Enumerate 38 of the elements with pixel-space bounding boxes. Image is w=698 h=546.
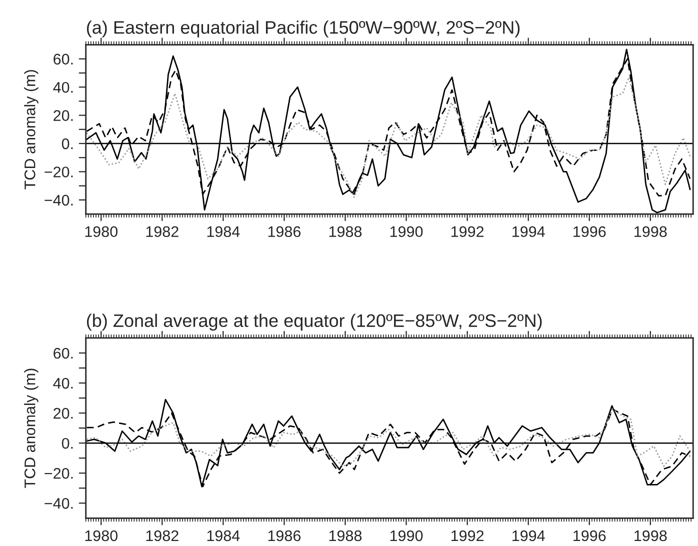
y-tick-label: 0. [62, 138, 73, 150]
x-tick-label: 1992 [451, 226, 484, 238]
x-tick-label: 1982 [146, 226, 178, 238]
y-tick-label: −20. [44, 468, 73, 479]
x-tick-label: 1994 [512, 226, 545, 238]
x-tick-label: 1998 [634, 530, 667, 542]
x-tick-label: 1996 [574, 530, 606, 542]
x-tick-label: 1992 [451, 530, 484, 542]
x-tick-label: 1986 [268, 226, 301, 238]
x-tick-label: 1994 [512, 530, 545, 542]
y-tick-label: −40. [44, 498, 73, 509]
line-series [86, 408, 691, 467]
line-series [86, 48, 691, 214]
y-tick-label: −40. [44, 194, 73, 206]
chart-title: (a) Eastern equatorial Pacific (150ºW−90ºW, 2ºS−2ºN) [86, 20, 520, 38]
y-tick-label: 60. [54, 54, 73, 65]
x-tick-label: 1988 [329, 530, 362, 542]
x-tick-label: 1988 [329, 226, 362, 238]
x-tick-label: 1990 [390, 530, 423, 542]
y-tick-label: 60. [54, 348, 73, 359]
x-tick-label: 1980 [85, 226, 118, 238]
y-axis-title: TCD anomaly (m) [24, 368, 38, 488]
y-axis-title: TCD anomaly (m) [24, 70, 38, 190]
x-tick-label: 1998 [634, 226, 667, 238]
x-tick-label: 1986 [268, 530, 301, 542]
x-tick-label: 1982 [146, 530, 178, 542]
x-tick-label: 1996 [574, 226, 606, 238]
y-tick-label: 40. [53, 378, 73, 389]
chart-title: (b) Zonal average at the equator (120ºE−85ºW, 2ºS−2ºN) [86, 314, 542, 331]
x-tick-label: 1984 [207, 226, 240, 238]
y-tick-label: −20. [44, 166, 73, 178]
x-tick-label: 1990 [390, 226, 423, 238]
y-tick-label: 40. [53, 82, 73, 93]
x-tick-label: 1984 [207, 530, 240, 542]
x-tick-label: 1980 [85, 530, 118, 542]
y-tick-label: 20. [54, 110, 73, 121]
y-tick-label: 20. [54, 408, 73, 419]
y-tick-label: 0. [62, 438, 73, 449]
